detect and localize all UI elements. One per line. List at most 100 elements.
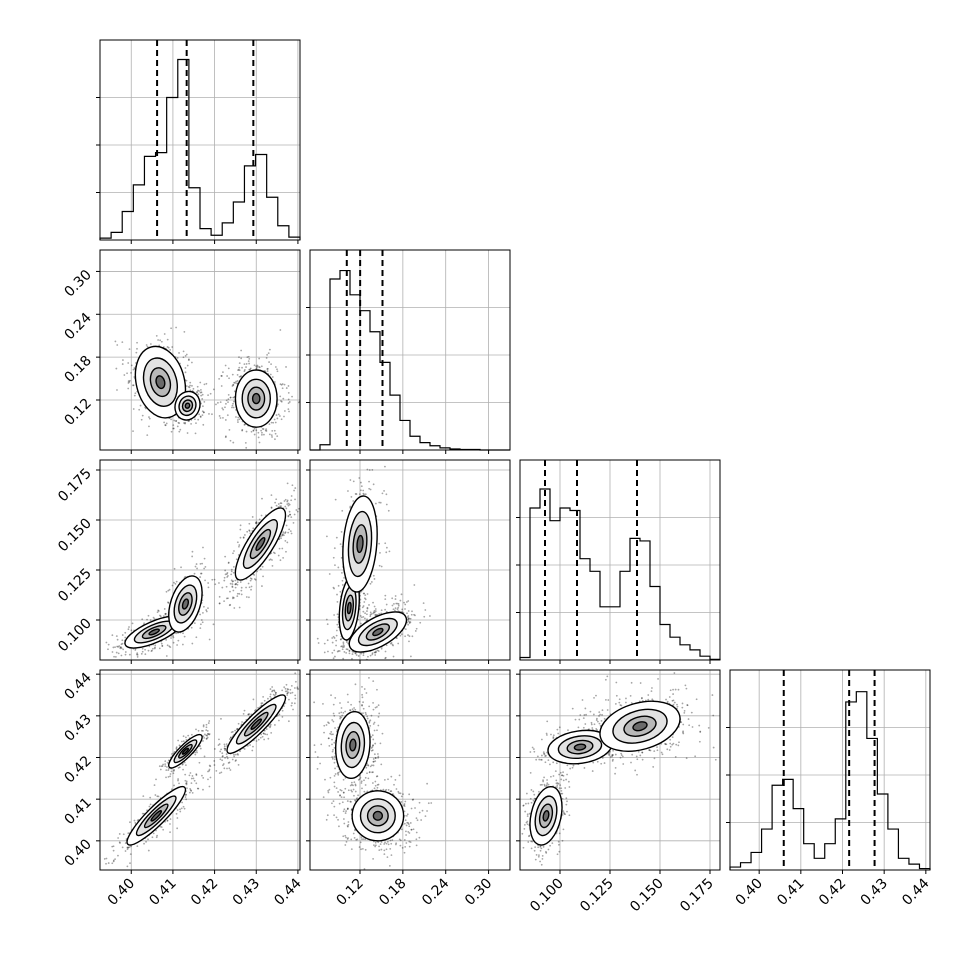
scatter-point bbox=[363, 688, 366, 690]
scatter-point bbox=[286, 500, 289, 503]
scatter-point bbox=[366, 606, 369, 609]
scatter-point bbox=[220, 375, 223, 377]
scatter-point bbox=[164, 760, 167, 763]
scatter-point bbox=[200, 389, 202, 391]
scatter-point bbox=[118, 664, 120, 666]
scatter-point bbox=[130, 371, 132, 374]
scatter-point bbox=[224, 364, 227, 367]
scatter-point bbox=[411, 635, 414, 638]
scatter-point bbox=[374, 610, 377, 613]
scatter-point bbox=[429, 615, 431, 617]
scatter-point bbox=[331, 743, 333, 746]
scatter-point bbox=[245, 366, 247, 368]
scatter-point bbox=[374, 608, 377, 610]
scatter-point bbox=[346, 648, 349, 651]
scatter-point bbox=[200, 394, 203, 397]
scatter-point bbox=[213, 578, 216, 581]
scatter-point bbox=[333, 785, 336, 788]
scatter-point bbox=[332, 748, 334, 751]
scatter-point bbox=[342, 778, 345, 781]
scatter-point bbox=[213, 764, 216, 766]
scatter-point bbox=[275, 498, 278, 501]
scatter-point bbox=[348, 650, 351, 652]
scatter-point bbox=[292, 708, 294, 711]
scatter-point bbox=[171, 346, 174, 348]
scatter-point bbox=[196, 787, 199, 790]
scatter-point bbox=[226, 755, 228, 758]
scatter-point bbox=[274, 432, 277, 435]
scatter-point bbox=[288, 510, 291, 513]
scatter-point bbox=[279, 505, 281, 508]
scatter-point bbox=[367, 655, 369, 658]
scatter-point bbox=[364, 711, 367, 714]
scatter-point bbox=[332, 657, 335, 660]
scatter-point bbox=[378, 712, 381, 715]
scatter-point bbox=[196, 751, 198, 754]
scatter-point bbox=[366, 607, 369, 610]
scatter-point bbox=[265, 357, 268, 359]
scatter-point bbox=[414, 630, 417, 632]
scatter-point bbox=[378, 564, 381, 567]
scatter-point bbox=[361, 693, 364, 696]
scatter-point bbox=[359, 615, 362, 617]
scatter-point bbox=[165, 422, 168, 425]
scatter-point bbox=[294, 487, 297, 489]
scatter-point bbox=[248, 529, 251, 532]
scatter-point bbox=[195, 782, 198, 785]
scatter-point bbox=[224, 436, 227, 439]
scatter-point bbox=[128, 653, 131, 656]
scatter-point bbox=[155, 836, 158, 839]
scatter-point bbox=[126, 372, 128, 375]
scatter-point bbox=[168, 588, 171, 591]
scatter-point bbox=[372, 574, 375, 577]
scatter-point bbox=[374, 651, 377, 654]
scatter-point bbox=[277, 554, 280, 557]
scatter-point bbox=[175, 746, 178, 749]
scatter-point bbox=[384, 542, 387, 545]
scatter-point bbox=[372, 611, 375, 614]
scatter-point bbox=[226, 572, 229, 574]
scatter-point bbox=[207, 607, 209, 609]
scatter-point bbox=[224, 569, 227, 572]
scatter-point bbox=[197, 393, 200, 396]
scatter-point bbox=[308, 688, 310, 690]
scatter-point bbox=[363, 493, 366, 496]
scatter-point bbox=[148, 416, 150, 418]
scatter-point bbox=[191, 775, 194, 777]
scatter-point bbox=[217, 744, 220, 747]
scatter-point bbox=[226, 576, 229, 578]
scatter-point bbox=[362, 605, 365, 607]
scatter-point bbox=[170, 753, 173, 755]
scatter-point bbox=[114, 858, 116, 860]
scatter-point bbox=[245, 596, 248, 598]
scatter-point bbox=[261, 427, 264, 430]
scatter-point bbox=[322, 796, 325, 799]
scatter-point bbox=[197, 418, 200, 421]
scatter-point bbox=[189, 789, 192, 792]
scatter-point bbox=[243, 709, 246, 712]
scatter-point bbox=[105, 641, 108, 644]
scatter-point bbox=[238, 592, 241, 595]
scatter-point bbox=[176, 357, 179, 359]
scatter-point bbox=[175, 580, 178, 583]
scatter-point bbox=[269, 558, 272, 561]
scatter-point bbox=[269, 726, 271, 729]
scatter-point bbox=[280, 400, 283, 403]
scatter-point bbox=[185, 738, 188, 741]
scatter-point bbox=[232, 552, 234, 555]
scatter-point bbox=[377, 704, 380, 707]
scatter-point bbox=[283, 686, 286, 689]
scatter-point bbox=[253, 433, 256, 436]
scatter-point bbox=[373, 651, 376, 654]
scatter-point bbox=[238, 544, 241, 546]
scatter-point bbox=[336, 650, 339, 653]
scatter-point bbox=[128, 626, 130, 628]
scatter-point bbox=[366, 772, 368, 775]
scatter-point bbox=[162, 828, 165, 831]
scatter-point bbox=[258, 441, 261, 444]
scatter-point bbox=[397, 604, 400, 607]
scatter-point bbox=[348, 652, 351, 655]
scatter-point bbox=[165, 612, 167, 615]
scatter-point bbox=[157, 609, 160, 612]
scatter-point bbox=[201, 397, 204, 400]
